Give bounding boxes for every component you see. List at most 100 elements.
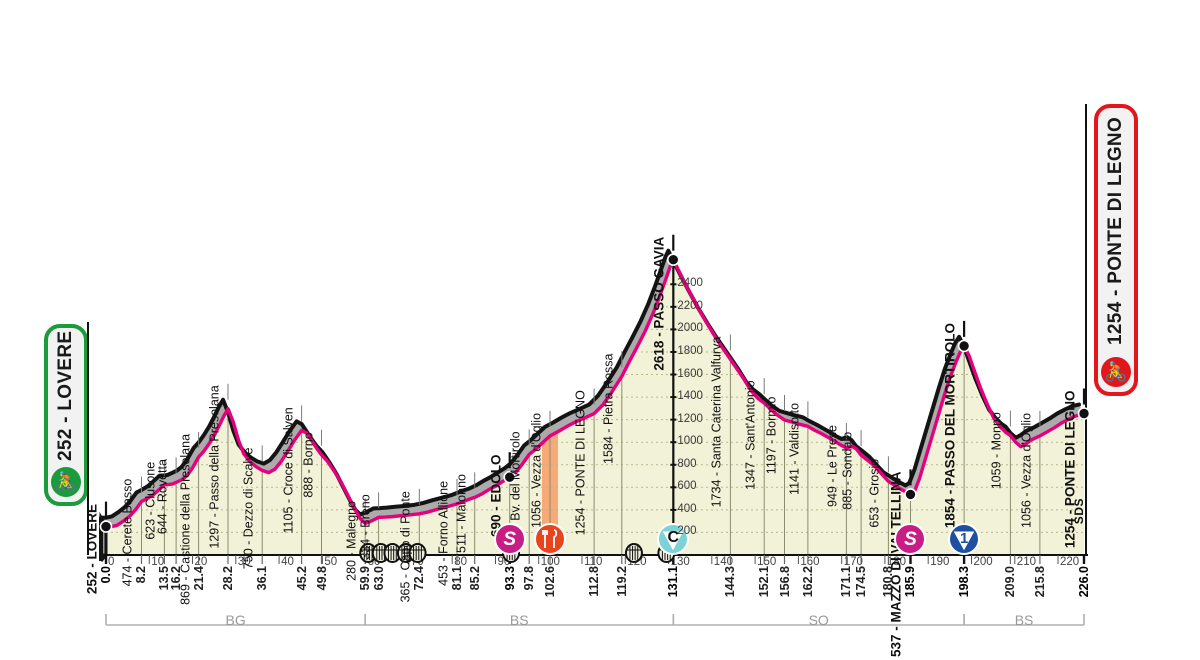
marker-glyph: C	[667, 529, 680, 546]
km-tick-label: 102.6	[542, 566, 557, 598]
km-tick-label: 8.2	[134, 566, 149, 584]
place-label: 885 - Sondalo	[840, 432, 855, 511]
km-tick-label: 59.9	[358, 566, 373, 591]
place-label: 1254 - PONTE DI LEGNO	[573, 390, 588, 536]
km-tick-label: 144.3	[723, 566, 738, 598]
marker-glyph: S	[503, 528, 517, 550]
tunnel-icon	[383, 543, 402, 563]
marker-glyph: 1	[959, 530, 969, 547]
place-label: 1254 - PONTE DI LEGNO	[1062, 390, 1078, 549]
svg-text:210: 210	[1017, 556, 1036, 568]
svg-text:140: 140	[714, 556, 733, 568]
place-label: 1056 - Vezza d'Oglio	[1019, 412, 1034, 528]
km-tick-label: 215.8	[1032, 566, 1047, 598]
province-label: BS	[509, 612, 529, 628]
place-label: 1297 - Passo della Presolana	[207, 385, 222, 550]
km-tick-label: 97.8	[522, 566, 537, 591]
km-tick-label: 28.2	[221, 566, 236, 591]
y-axis-tick-label: 1400	[677, 390, 703, 403]
bike-glyph: 🚴	[1104, 361, 1128, 383]
km-tick-label: 81.1	[449, 566, 464, 591]
svg-text:110: 110	[584, 556, 602, 568]
place-label: 750 - Dezzo di Scalve	[241, 447, 256, 569]
place-label: 653 - Grosio	[867, 458, 882, 528]
svg-text:150: 150	[757, 556, 776, 568]
y-axis-tick-label: 800	[677, 457, 697, 470]
svg-text:170: 170	[844, 556, 863, 568]
place-label: 365 - Capo di Ponte	[398, 490, 413, 603]
place-label: 1059 - Monno	[989, 412, 1004, 490]
svg-text:50: 50	[324, 556, 337, 568]
cima-coppi-marker[interactable]: C	[657, 523, 690, 555]
km-tick-label: 63.0	[371, 566, 386, 591]
tunnel-icon	[408, 543, 427, 563]
place-label: 334 - Breno	[358, 494, 373, 560]
svg-text:30: 30	[238, 556, 251, 568]
svg-text:200: 200	[974, 556, 993, 568]
km-tick-label: 156.8	[777, 566, 792, 598]
km-tick-label: 185.9	[903, 566, 918, 598]
km-tick-label: 162.2	[800, 566, 815, 598]
svg-text:190: 190	[930, 556, 949, 568]
km-tick-label: 226.0	[1077, 566, 1091, 598]
km-tick-label: 198.3	[957, 566, 972, 598]
km-tick-label: 21.4	[191, 566, 206, 591]
y-axis-tick-label: 2000	[677, 322, 703, 335]
place-label: 1734 - Santa Caterina Valfurva	[709, 336, 724, 508]
place-label: 1584 - Pietra Rossa	[601, 353, 616, 464]
intermediate-sprint-marker[interactable]: S	[493, 523, 526, 555]
gpm-category-1-marker[interactable]: 1	[948, 523, 981, 555]
intermediate-sprint-marker[interactable]: S	[894, 523, 927, 555]
km-tick-label: 93.3	[502, 566, 517, 591]
svg-text:40: 40	[281, 556, 294, 568]
y-axis-tick-label: 1200	[677, 412, 703, 425]
y-axis-tick-label: 2400	[677, 277, 703, 290]
svg-text:180: 180	[887, 556, 906, 568]
place-label: 888 - Borno	[301, 431, 315, 498]
finish-badge[interactable]: 🚴 1254 - PONTE DI LEGNO	[1094, 104, 1138, 396]
svg-text:10: 10	[151, 556, 164, 568]
tunnel-icon	[624, 543, 643, 563]
km-tick-label: 112.8	[587, 566, 602, 597]
place-label: 2618 - PASSO GAVIA	[651, 236, 667, 371]
km-tick-label: 180.8	[881, 566, 896, 598]
place-label: 474 - Cerete Basso	[120, 478, 135, 587]
km-tick-label: 152.1	[757, 566, 772, 598]
place-label: 1347 - Sant'Antonio	[743, 380, 758, 490]
y-axis-tick-label: 1600	[677, 367, 703, 380]
km-tick-label: 45.2	[294, 566, 309, 591]
place-label: 690 - EDOLO	[488, 454, 504, 537]
place-label: 949 - Le Prese	[825, 424, 840, 507]
feed-zone-marker[interactable]	[533, 523, 566, 555]
y-axis-tick-label: 400	[677, 502, 697, 515]
place-label: 1056 - Vezza d'Oglio	[529, 412, 544, 528]
y-axis-tick-label: 2200	[677, 299, 703, 312]
km-tick-label: 36.1	[255, 566, 270, 591]
footer-code: SDS	[1072, 498, 1086, 525]
place-label: 280 - Malegno	[344, 500, 359, 581]
place-label: 511 - Malonno	[454, 474, 469, 554]
km-tick-label: 49.8	[314, 566, 329, 591]
marker-glyph: S	[904, 528, 917, 550]
place-label: 453 - Forno Allione	[436, 480, 451, 586]
km-tick-label: 119.2	[614, 566, 629, 597]
province-label: BG	[225, 612, 246, 628]
y-axis-tick-label: 600	[677, 480, 697, 493]
place-label: 1105 - Croce di Salven	[281, 407, 296, 534]
place-label: 644 - Rovetta	[155, 459, 170, 535]
svg-text:0: 0	[108, 556, 114, 568]
km-tick-label: 171.1	[839, 566, 854, 598]
km-tick-label: 209.0	[1003, 566, 1018, 598]
start-badge[interactable]: 🚴 252 - LOVERE	[44, 324, 88, 506]
km-tick-label: 131.1	[666, 566, 681, 598]
place-label: 1854 - PASSO DEL MORTIROLO	[942, 322, 958, 528]
cyclist-icon: 🚴	[1101, 357, 1131, 387]
km-tick-label: 85.2	[467, 566, 482, 591]
place-label: 1197 - Bormio	[764, 396, 779, 475]
km-tick-label: 16.2	[169, 566, 184, 591]
km-tick-label: 174.5	[854, 566, 869, 598]
svg-text:220: 220	[1060, 556, 1079, 568]
cyclist-icon: 🚴	[51, 467, 81, 497]
svg-text:130: 130	[671, 556, 690, 568]
